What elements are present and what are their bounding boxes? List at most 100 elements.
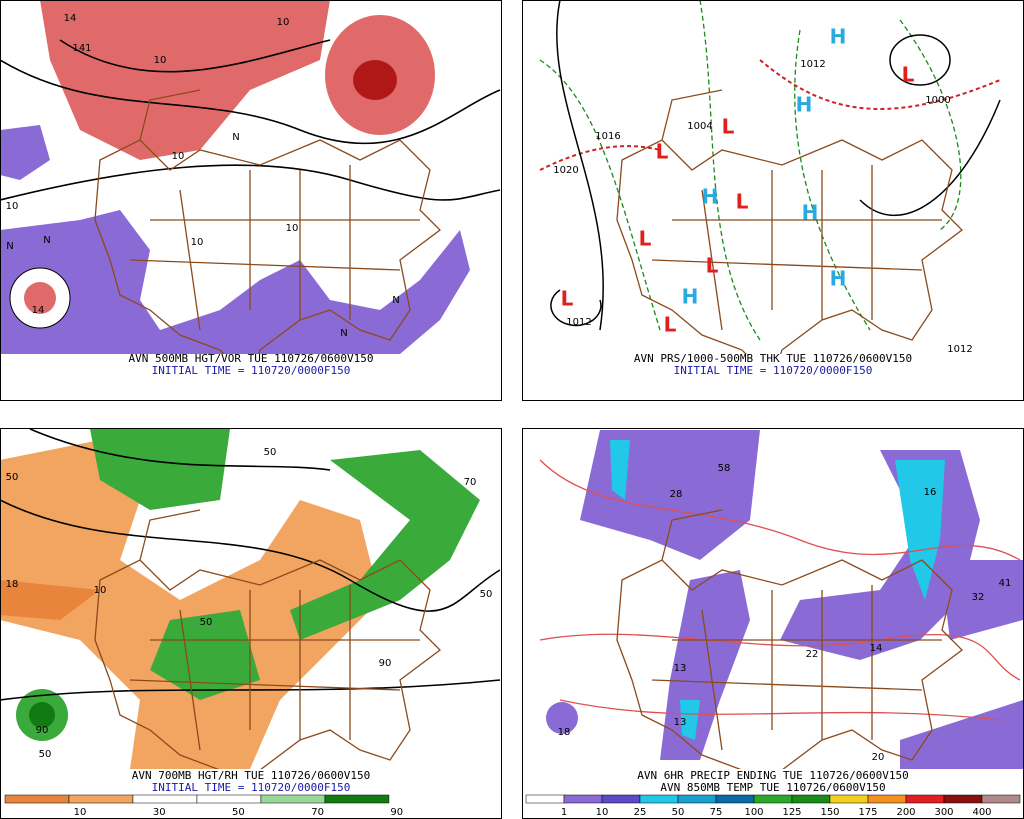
negative-vorticity — [1, 125, 470, 354]
contour-label: 14 — [64, 13, 77, 24]
contour-label: 20 — [872, 752, 885, 763]
contour-label: N — [392, 295, 399, 306]
colorbar-swatch — [563, 794, 603, 804]
colorbar-swatch — [905, 794, 945, 804]
map-surface-pressure — [539, 1, 1001, 354]
contour-label: 16 — [924, 487, 937, 498]
low-marker: L — [722, 115, 735, 139]
contour-label: 1012 — [566, 317, 591, 328]
colorbar-swatch — [196, 794, 262, 804]
contour-label: 10 — [154, 55, 167, 66]
dry-area — [1, 440, 380, 769]
contour-label: N — [43, 235, 50, 246]
contour-label: 50 — [6, 472, 19, 483]
colorbar-label: 25 — [634, 807, 647, 818]
contour-label: 22 — [806, 649, 819, 660]
high-marker: H — [702, 185, 719, 209]
very-dry-area — [1, 580, 100, 620]
contour-label: 1016 — [595, 131, 620, 142]
contour-label: N — [232, 132, 239, 143]
contour-label: 10 — [277, 17, 290, 28]
map-subtitle: INITIAL TIME = 110720/0000F150 — [152, 781, 351, 794]
colorbar-swatch — [4, 794, 70, 804]
high-marker: H — [796, 93, 813, 117]
contour-label: 1012 — [947, 344, 972, 355]
map-500mb — [1, 1, 501, 354]
map-title: AVN 700MB HGT/RH TUE 110726/0600V150 — [132, 769, 370, 782]
map-title: AVN 500MB HGT/VOR TUE 110726/0600V150 — [128, 352, 373, 365]
contour-label: 13 — [674, 717, 687, 728]
colorbar-label: 200 — [896, 807, 915, 818]
colorbar-label: 100 — [744, 807, 763, 818]
low-marker: L — [664, 313, 677, 337]
high-marker: H — [802, 201, 819, 225]
map-subtitle: INITIAL TIME = 110720/0000F150 — [674, 364, 873, 377]
colorbar-label: 10 — [596, 807, 609, 818]
contour-label: N — [340, 328, 347, 339]
contour-label: 1004 — [687, 121, 712, 132]
vorticity-core — [353, 60, 397, 100]
precip-area — [580, 430, 1023, 769]
contour-label: 50 — [200, 617, 213, 628]
colorbar-swatch — [715, 794, 755, 804]
contour-label: 10 — [286, 223, 299, 234]
contour-label: 58 — [718, 463, 731, 474]
contour-label: 14 — [32, 305, 45, 316]
low-marker: L — [736, 190, 749, 214]
colorbar-swatch — [260, 794, 326, 804]
colorbar-swatch — [601, 794, 641, 804]
height-contour — [1, 39, 501, 201]
colorbar-label: 10 — [74, 807, 87, 818]
contour-label: 10 — [94, 585, 107, 596]
contour-label: 1012 — [800, 59, 825, 70]
contour-label: 50 — [264, 447, 277, 458]
colorbar-label: 50 — [672, 807, 685, 818]
colorbar-label: 150 — [820, 807, 839, 818]
colorbar-label: 75 — [710, 807, 723, 818]
colorbar-swatch — [829, 794, 869, 804]
contour-label: 50 — [480, 589, 493, 600]
high-marker: H — [830, 25, 847, 49]
contour-label: 1000 — [925, 95, 950, 106]
colorbar-swatch — [525, 794, 565, 804]
vorticity-area — [24, 282, 56, 314]
low-marker: L — [561, 287, 574, 311]
isobar — [550, 1, 1001, 331]
panel-frame — [522, 0, 1024, 401]
colorbar-swatch — [677, 794, 717, 804]
precip-area — [546, 702, 578, 734]
colorbar-label: 1 — [561, 807, 567, 818]
map-precip — [539, 430, 1023, 769]
thickness-540 — [539, 59, 1001, 171]
vorticity-area — [40, 1, 330, 160]
colorbar-swatch — [753, 794, 793, 804]
low-marker: L — [656, 140, 669, 164]
contour-label: 18 — [558, 727, 571, 738]
contour-label: 18 — [6, 579, 19, 590]
high-marker: H — [682, 285, 699, 309]
colorbar-label: 125 — [782, 807, 801, 818]
colorbar-swatch — [68, 794, 134, 804]
colorbar-swatch — [639, 794, 679, 804]
thickness-contour — [539, 1, 962, 341]
colorbar-label: 70 — [311, 807, 324, 818]
moist-area — [90, 429, 480, 700]
map-title: AVN 6HR PRECIP ENDING TUE 110726/0600V15… — [637, 769, 909, 782]
map-title: AVN PRS/1000-500MB THK TUE 110726/0600V1… — [634, 352, 912, 365]
contour-label: 41 — [999, 578, 1012, 589]
contour-label: N — [6, 241, 13, 252]
low-marker: L — [706, 254, 719, 278]
colorbar-swatch — [791, 794, 831, 804]
height-contour — [1, 429, 501, 701]
contour-label: 1020 — [553, 165, 578, 176]
contour-label: 10 — [191, 237, 204, 248]
map-subtitle: AVN 850MB TEMP TUE 110726/0600V150 — [660, 781, 885, 794]
colorbar-swatch — [324, 794, 390, 804]
contour-label: 70 — [464, 477, 477, 488]
contour-label: 32 — [972, 592, 985, 603]
colorbar-swatch — [981, 794, 1021, 804]
contour-label: 90 — [379, 658, 392, 669]
colorbar-label: 50 — [232, 807, 245, 818]
map-700mb — [1, 429, 501, 769]
